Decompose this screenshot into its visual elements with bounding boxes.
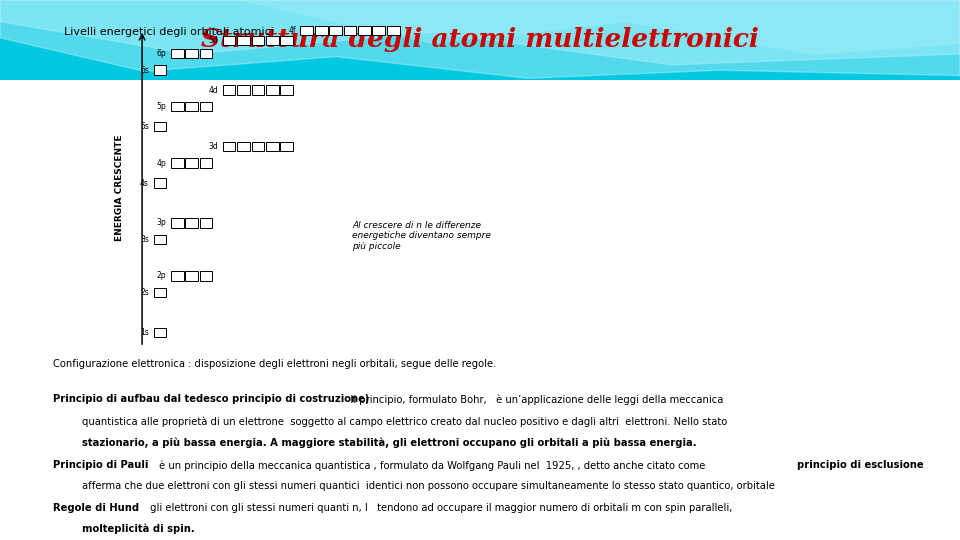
FancyBboxPatch shape	[154, 235, 166, 244]
Text: è un principio della meccanica quantistica , formulato da Wolfgang Pauli nel  19: è un principio della meccanica quantisti…	[156, 460, 709, 470]
Text: stazionario, a più bassa energia. A maggiore stabilità, gli elettroni occupano g: stazionario, a più bassa energia. A magg…	[82, 437, 696, 448]
Text: Regole di Hund: Regole di Hund	[53, 503, 139, 514]
FancyBboxPatch shape	[266, 85, 278, 94]
FancyBboxPatch shape	[200, 158, 212, 168]
Text: Il principio, formulato Bohr,   è un’applicazione delle leggi della meccanica: Il principio, formulato Bohr, è un’appli…	[341, 394, 723, 404]
Text: 3d: 3d	[208, 142, 218, 151]
Text: Principio di Pauli: Principio di Pauli	[53, 460, 148, 470]
Bar	[0, 0, 960, 80]
FancyBboxPatch shape	[154, 288, 166, 297]
FancyBboxPatch shape	[344, 25, 356, 35]
FancyBboxPatch shape	[266, 142, 278, 151]
Text: Al crescere di n le differenze
energetiche diventano sempre
più piccole: Al crescere di n le differenze energetic…	[352, 221, 492, 251]
Text: 6p: 6p	[156, 49, 166, 58]
Polygon shape	[240, 0, 960, 54]
FancyBboxPatch shape	[185, 49, 198, 58]
FancyBboxPatch shape	[266, 36, 278, 45]
Text: 5d: 5d	[208, 36, 218, 45]
FancyBboxPatch shape	[154, 65, 166, 75]
FancyBboxPatch shape	[315, 25, 327, 35]
Text: 5s: 5s	[140, 122, 149, 131]
Text: 4d: 4d	[208, 85, 218, 94]
FancyBboxPatch shape	[200, 49, 212, 58]
Text: Livelli energetici degli orbitali atomici: Livelli energetici degli orbitali atomic…	[64, 26, 275, 37]
FancyBboxPatch shape	[280, 85, 293, 94]
Text: 2p: 2p	[156, 272, 166, 280]
Text: Configurazione elettronica : disposizione degli elettroni negli orbitali, segue : Configurazione elettronica : disposizion…	[53, 359, 496, 369]
FancyBboxPatch shape	[237, 36, 250, 45]
FancyBboxPatch shape	[185, 271, 198, 281]
FancyBboxPatch shape	[171, 102, 183, 111]
Text: 4s: 4s	[140, 179, 149, 187]
Text: 4f: 4f	[288, 26, 296, 35]
Text: molteplicità di spin.: molteplicità di spin.	[82, 524, 194, 534]
FancyBboxPatch shape	[280, 142, 293, 151]
FancyBboxPatch shape	[223, 85, 235, 94]
FancyBboxPatch shape	[200, 102, 212, 111]
FancyBboxPatch shape	[358, 25, 371, 35]
Text: 3p: 3p	[156, 218, 166, 227]
FancyBboxPatch shape	[372, 25, 385, 35]
Polygon shape	[0, 0, 960, 65]
FancyBboxPatch shape	[237, 142, 250, 151]
Text: Struttura degli atomi multielettronici: Struttura degli atomi multielettronici	[201, 28, 759, 52]
Text: afferma che due elettroni con gli stessi numeri quantici  identici non possono o: afferma che due elettroni con gli stessi…	[82, 481, 775, 491]
FancyBboxPatch shape	[252, 36, 264, 45]
FancyBboxPatch shape	[171, 218, 183, 227]
Text: principio di esclusione: principio di esclusione	[797, 460, 924, 470]
FancyBboxPatch shape	[171, 271, 183, 281]
FancyBboxPatch shape	[223, 142, 235, 151]
Text: 2s: 2s	[140, 288, 149, 297]
Text: Principio di aufbau dal tedesco principio di costruzione): Principio di aufbau dal tedesco principi…	[53, 394, 370, 404]
Text: 5p: 5p	[156, 102, 166, 111]
FancyBboxPatch shape	[200, 271, 212, 281]
Text: ENERGIA CRESCENTE: ENERGIA CRESCENTE	[114, 134, 124, 241]
FancyBboxPatch shape	[154, 328, 166, 337]
FancyBboxPatch shape	[171, 49, 183, 58]
FancyBboxPatch shape	[200, 218, 212, 227]
FancyBboxPatch shape	[223, 36, 235, 45]
Text: quantistica alle proprietà di un elettrone  soggetto al campo elettrico creato d: quantistica alle proprietà di un elettro…	[82, 417, 727, 427]
Text: 3s: 3s	[140, 235, 149, 244]
Text: 4p: 4p	[156, 159, 166, 167]
Text: 6s: 6s	[140, 65, 149, 75]
Text: 1s: 1s	[140, 328, 149, 337]
FancyBboxPatch shape	[387, 25, 399, 35]
FancyBboxPatch shape	[185, 158, 198, 168]
FancyBboxPatch shape	[329, 25, 342, 35]
FancyBboxPatch shape	[252, 142, 264, 151]
FancyBboxPatch shape	[171, 158, 183, 168]
Polygon shape	[0, 0, 960, 78]
FancyBboxPatch shape	[154, 122, 166, 131]
FancyBboxPatch shape	[185, 102, 198, 111]
FancyBboxPatch shape	[280, 36, 293, 45]
FancyBboxPatch shape	[185, 218, 198, 227]
FancyBboxPatch shape	[300, 25, 313, 35]
FancyBboxPatch shape	[237, 85, 250, 94]
FancyBboxPatch shape	[154, 178, 166, 187]
Text: gli elettroni con gli stessi numeri quanti n, l   tendono ad occupare il maggior: gli elettroni con gli stessi numeri quan…	[147, 503, 732, 514]
FancyBboxPatch shape	[252, 85, 264, 94]
